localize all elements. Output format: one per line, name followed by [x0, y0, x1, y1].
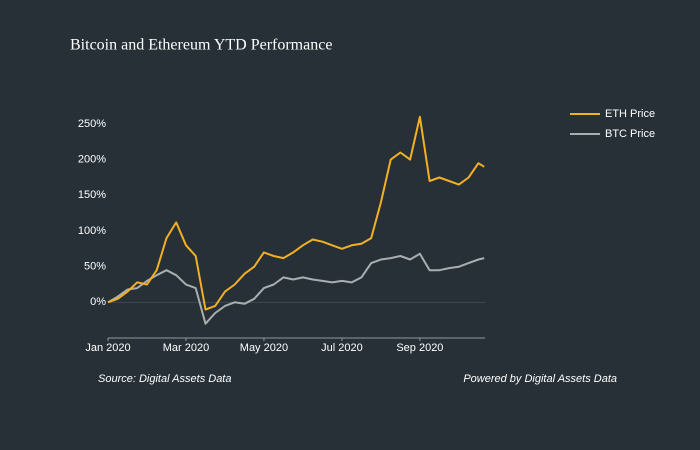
source-note: Source: Digital Assets Data	[98, 373, 231, 385]
y-tick-label: 50%	[84, 261, 106, 273]
y-tick-label: 150%	[78, 189, 106, 201]
line-series	[107, 252, 485, 325]
y-tick-label: 0%	[90, 296, 106, 308]
legend-label: ETH Price	[605, 108, 655, 120]
legend-label: BTC Price	[605, 128, 655, 140]
line-series	[107, 115, 485, 311]
x-tick-label: Mar 2020	[163, 342, 209, 354]
y-tick-label: 200%	[78, 154, 106, 166]
y-tick-label: 250%	[78, 118, 106, 130]
y-tick-label: 100%	[78, 225, 106, 237]
x-tick-label: Sep 2020	[396, 342, 443, 354]
powered-note: Powered by Digital Assets Data	[463, 373, 617, 385]
x-tick-label: May 2020	[240, 342, 288, 354]
chart-title: Bitcoin and Ethereum YTD Performance	[70, 37, 332, 54]
x-tick-label: Jan 2020	[85, 342, 130, 354]
x-tick-label: Jul 2020	[321, 342, 363, 354]
